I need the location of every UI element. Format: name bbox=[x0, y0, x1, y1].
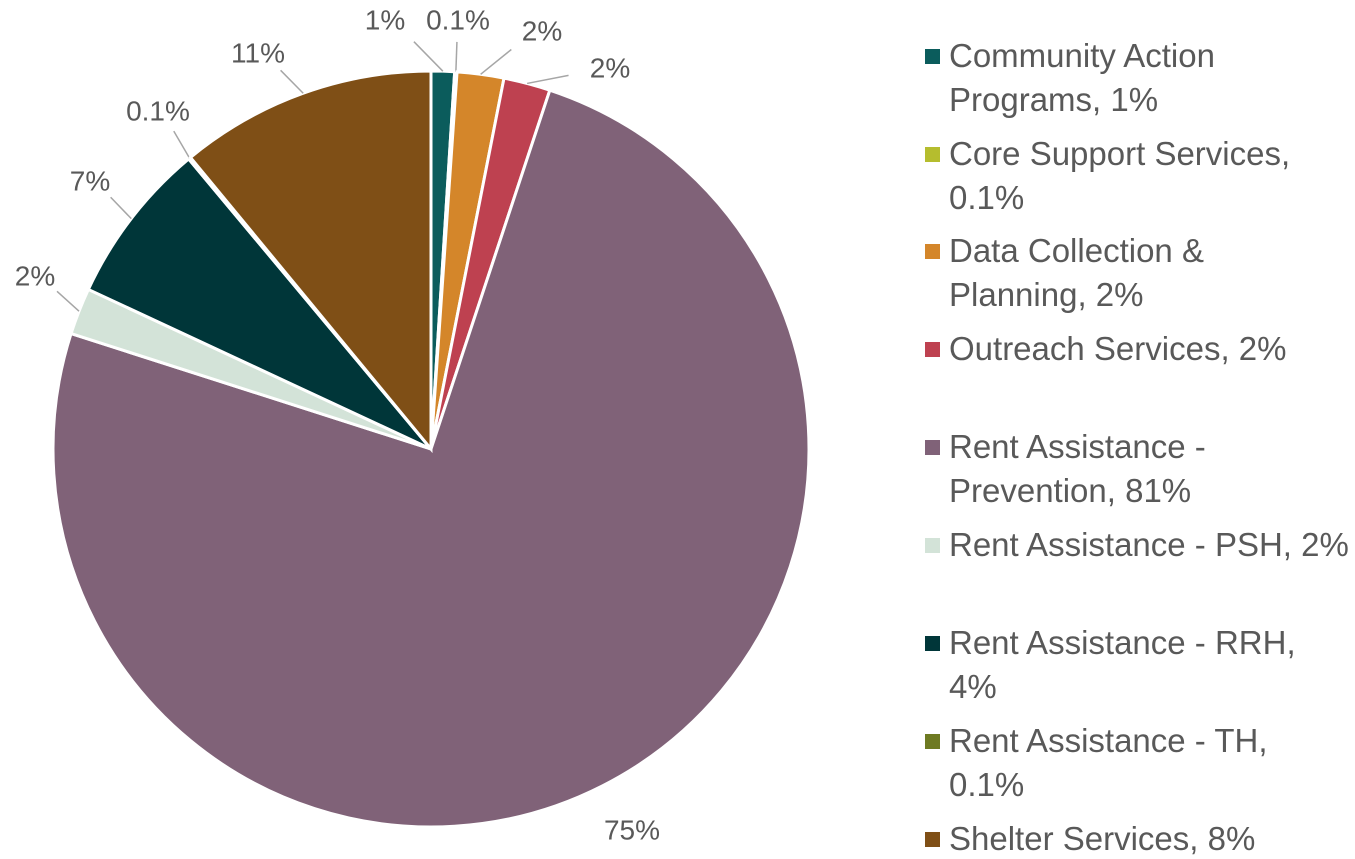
legend-label: Rent Assistance - TH, 0.1% bbox=[949, 722, 1268, 803]
legend-item: Shelter Services, 8% bbox=[925, 817, 1350, 859]
legend-label: Data Collection & Planning, 2% bbox=[949, 232, 1204, 313]
legend-label: Outreach Services, 2% bbox=[949, 330, 1287, 367]
legend-label: Shelter Services, 8% bbox=[949, 820, 1256, 857]
legend-swatch bbox=[925, 342, 940, 357]
legend-label: Community Action Programs, 1% bbox=[949, 37, 1215, 118]
legend-swatch bbox=[925, 734, 940, 749]
legend-swatch bbox=[925, 636, 940, 651]
pie-slice bbox=[188, 69, 433, 454]
legend-item: Rent Assistance - RRH, 4% bbox=[925, 621, 1350, 709]
data-label: 2% bbox=[522, 15, 562, 46]
data-label: 2% bbox=[590, 52, 630, 83]
legend-label: Core Support Services, 0.1% bbox=[949, 135, 1291, 216]
legend-swatch bbox=[925, 147, 940, 162]
legend-item: Rent Assistance - TH, 0.1% bbox=[925, 719, 1350, 807]
legend-swatch bbox=[925, 244, 940, 259]
legend-label: Rent Assistance - Prevention, 81% bbox=[949, 428, 1206, 509]
legend-swatch bbox=[925, 49, 940, 64]
pie-area: 1% 0.1% 2% 2% 75% 2% 7% 0.1% 11% bbox=[15, 4, 811, 845]
legend-item: Rent Assistance - PSH, 2% bbox=[925, 523, 1350, 567]
legend-item: Data Collection & Planning, 2% bbox=[925, 229, 1350, 317]
legend-item: Core Support Services, 0.1% bbox=[925, 132, 1350, 220]
data-label: 1% bbox=[365, 4, 405, 35]
pie-slice bbox=[86, 156, 433, 451]
data-label: 11% bbox=[231, 37, 285, 68]
data-label: 0.1% bbox=[126, 95, 190, 126]
legend-item: Rent Assistance - Prevention, 81% bbox=[925, 425, 1350, 513]
data-label: 7% bbox=[70, 165, 110, 196]
data-label: 2% bbox=[15, 260, 55, 291]
leader-line bbox=[526, 74, 569, 85]
legend-item: Outreach Services, 2% bbox=[925, 327, 1350, 371]
leader-line bbox=[413, 41, 444, 72]
data-label: 0.1% bbox=[426, 4, 490, 35]
legend-label: Rent Assistance - RRH, 4% bbox=[949, 624, 1296, 705]
leader-line bbox=[56, 290, 80, 312]
legend-item: Community Action Programs, 1% bbox=[925, 34, 1350, 122]
leader-line bbox=[480, 48, 512, 75]
pie-slice bbox=[51, 88, 811, 829]
legend-swatch bbox=[925, 538, 940, 553]
data-label: 75% bbox=[604, 814, 660, 845]
leader-line bbox=[110, 196, 132, 220]
legend-label: Rent Assistance - PSH, 2% bbox=[949, 526, 1349, 563]
leader-line bbox=[173, 130, 191, 159]
leader-line bbox=[280, 69, 304, 94]
legend-swatch bbox=[925, 832, 940, 847]
legend-swatch bbox=[925, 440, 940, 455]
leader-line bbox=[455, 41, 458, 72]
